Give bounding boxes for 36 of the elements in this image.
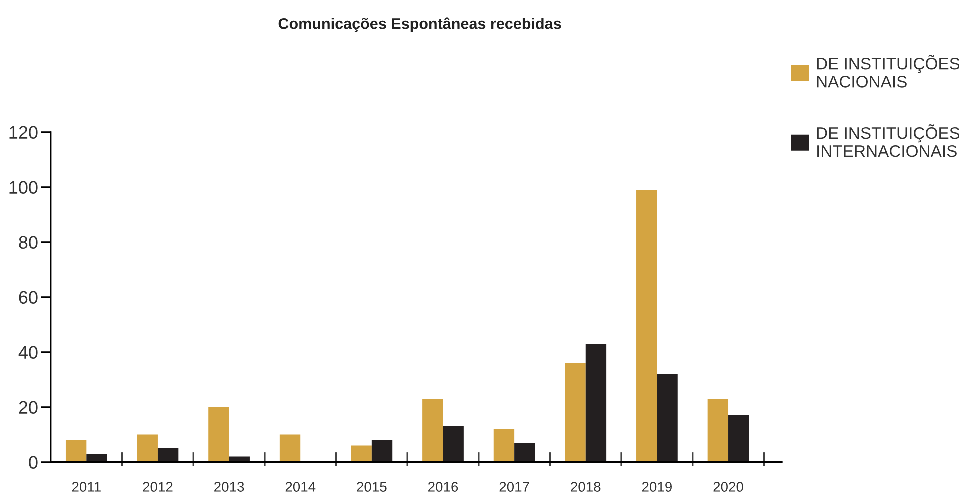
bar	[443, 426, 464, 462]
bar	[514, 443, 536, 462]
x-tick-label: 2015	[357, 482, 387, 492]
y-tick-label: 60	[19, 291, 38, 304]
x-tick-label: 2019	[642, 482, 672, 492]
y-tick-label: 100	[10, 181, 38, 194]
x-tick-label: 2018	[571, 482, 601, 492]
bar	[728, 416, 750, 462]
x-tick-label: 2012	[143, 482, 173, 492]
bar	[351, 446, 372, 462]
bar	[66, 440, 87, 462]
bar	[86, 454, 108, 462]
y-tick-label: 20	[19, 401, 38, 414]
x-tick-label: 2017	[500, 482, 530, 492]
bar	[158, 448, 179, 462]
bar	[280, 434, 301, 462]
bar	[494, 429, 515, 462]
y-tick-label: 0	[29, 456, 38, 470]
bar	[137, 434, 158, 462]
x-tick-label: 2011	[72, 482, 101, 492]
bar	[372, 440, 393, 462]
bar	[636, 190, 658, 462]
x-tick-label: 2016	[428, 482, 458, 492]
y-tick-label: 40	[18, 346, 38, 360]
chart-title: Comunicações Espontâneas recebidas	[278, 18, 562, 32]
x-tick-label: 2013	[214, 482, 244, 492]
bar	[586, 344, 607, 462]
bar	[565, 363, 586, 462]
bar	[208, 407, 230, 462]
y-tick-label: 120	[10, 126, 38, 140]
x-tick-label: 2020	[714, 482, 744, 492]
bar	[422, 399, 444, 462]
y-tick-label: 80	[19, 236, 38, 250]
bar	[657, 374, 678, 462]
bar	[708, 399, 729, 462]
x-tick-label: 2014	[286, 482, 316, 492]
